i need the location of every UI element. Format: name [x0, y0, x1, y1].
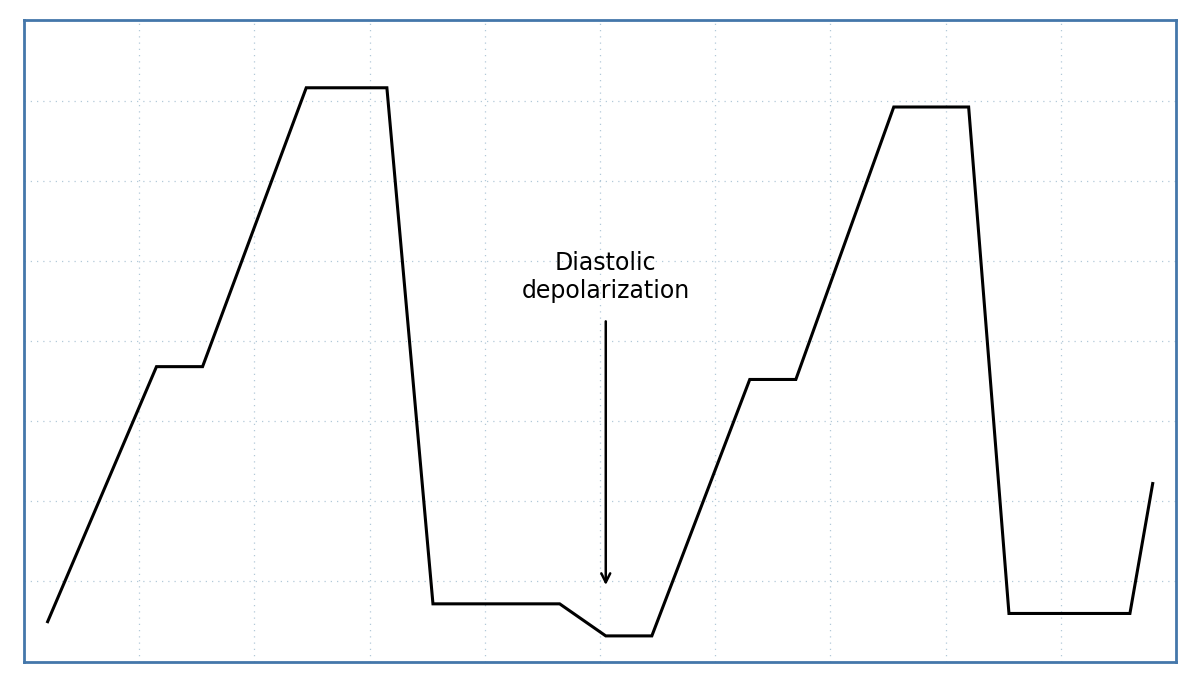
- Text: Diastolic
depolarization: Diastolic depolarization: [522, 251, 690, 303]
